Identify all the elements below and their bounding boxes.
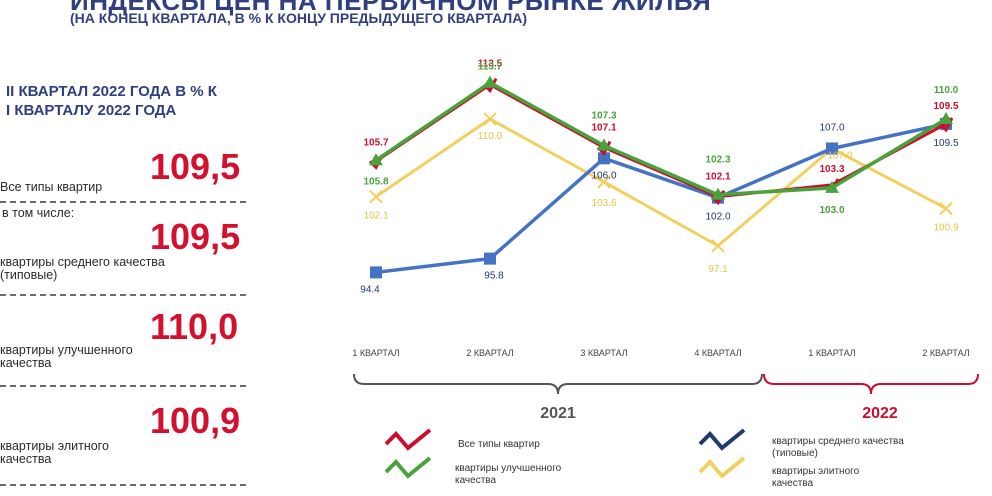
x-tick-label: 3 КВАРТАЛ [580,348,627,358]
data-label: 113.5 [478,59,503,70]
series-line [375,117,947,248]
data-point [711,187,725,200]
data-point [826,142,838,155]
data-label: 105.8 [363,176,388,187]
summary-heading-line2: I КВАРТАЛУ 2022 ГОДА [6,102,177,119]
summary-heading-line1: II КВАРТАЛ 2022 ГОДА В % К [6,83,217,100]
data-label: 109.5 [933,101,958,112]
summary-label-all: Все типы квартир [0,180,103,194]
summary-label-standard: квартиры среднего качества (типовые) [0,256,165,282]
x-tick-label: 2 КВАРТАЛ [922,348,969,358]
data-label: 107.1 [591,123,616,134]
x-tick-label: 2 КВАРТАЛ [466,348,513,358]
year-label-2021: 2021 [540,405,576,422]
summary-value-all: 109,5 [150,146,241,187]
page-subtitle: (НА КОНЕЦ КВАРТАЛА, В % К КОНЦУ ПРЕДЫДУЩ… [70,10,527,26]
data-label: 110.0 [934,85,959,96]
legend-label-standard-line1: квартиры среднего качества [772,436,904,447]
legend-swatch [384,428,432,451]
data-point [711,239,725,253]
data-point [483,75,497,88]
legend-label-elite: квартиры элитного качества [772,466,859,490]
data-label: 102.0 [705,212,730,223]
summary-divider [0,385,246,387]
data-label: 106.0 [591,170,616,181]
data-label: 109.5 [933,138,958,149]
series-line [375,122,947,275]
data-label: 102.1 [705,172,730,183]
data-label: 105.7 [363,137,388,148]
x-tick-label: 4 КВАРТАЛ [694,348,741,358]
data-label: 107.3 [591,111,616,122]
data-point [598,152,610,165]
data-point [484,252,496,265]
legend-swatch [698,428,746,451]
summary-divider [0,484,246,486]
series-line [375,80,947,197]
legend-label-elite-line2: качества [772,478,814,489]
year-label-2022: 2022 [862,405,898,422]
x-tick-label: 1 КВАРТАЛ [352,348,399,358]
legend-label-standard-line2: (типовые) [772,448,818,459]
summary-label-elite-line2: качества [0,452,52,466]
data-label: 102.3 [705,155,730,166]
summary-label-elite: квартиры элитного качества [0,440,109,466]
summary-heading: II КВАРТАЛ 2022 ГОДА В % К I КВАРТАЛУ 20… [6,82,217,120]
data-label: 97.1 [708,264,728,275]
data-label: 107.0 [819,123,844,134]
legend-swatch [698,456,746,479]
summary-label-improved-line1: квартиры улучшенного [0,343,133,357]
data-label: 95.8 [484,271,504,282]
data-point [369,153,383,166]
data-label: 94.4 [360,284,380,295]
x-tick-label: 1 КВАРТАЛ [808,348,855,358]
summary-label-elite-line1: квартиры элитного [0,439,109,453]
year-bracket-2022 [763,373,979,395]
legend-label-standard: квартиры среднего качества (типовые) [772,436,904,460]
data-point [939,112,953,124]
data-label: 110.0 [478,131,503,142]
data-point [483,112,497,126]
page-title: ИНДЕКСЫ ЦЕН НА ПЕРВИЧНОМ РЫНКЕ ЖИЛЬЯ [70,0,712,16]
data-point [597,175,611,189]
legend-label-improved: квартиры улучшенного качества [455,463,561,487]
data-point [597,138,611,151]
summary-value-improved: 110,0 [150,306,239,347]
legend-label-elite-line1: квартиры элитного [772,466,860,477]
data-label: 113.7 [478,62,503,73]
summary-label-improved: квартиры улучшенного качества [0,344,133,370]
data-point [939,201,953,216]
data-point [369,189,383,204]
data-label: 100.9 [933,222,958,233]
data-label: 103.6 [591,198,616,209]
legend-swatch [384,456,432,479]
data-point [825,180,839,193]
summary-label-improved-line2: качества [0,356,52,370]
data-point [370,266,382,279]
data-label: 102.1 [363,211,388,222]
legend-label-all: Все типы квартир [458,439,540,450]
summary-label-standard-line1: квартиры среднего качества [0,255,165,269]
summary-label-including: в том числе: [2,206,75,220]
data-label: 103.3 [819,164,844,175]
summary-divider [0,294,246,296]
data-label: 103.0 [819,205,844,216]
summary-value-standard: 109,5 [150,216,241,257]
data-label: 107.0 [827,151,852,162]
summary-value-elite: 100,9 [150,400,241,441]
legend-label-improved-line1: квартиры улучшенного [455,463,562,474]
legend-label-improved-line2: качества [455,475,497,486]
summary-divider [0,201,246,203]
summary-label-standard-line2: (типовые) [0,268,58,282]
year-bracket-2021 [353,373,763,395]
